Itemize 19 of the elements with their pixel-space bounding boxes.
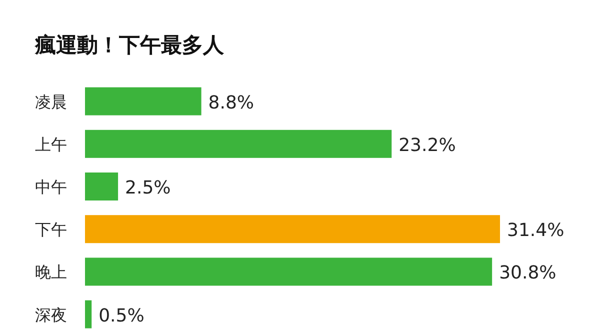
y-tick-label: 下午 [35,220,67,240]
chart-title: 瘋運動！下午最多人 [34,33,225,57]
y-tick-label: 深夜 [35,305,67,324]
data-label: 31.4% [507,220,564,242]
y-tick-label: 晚上 [35,262,67,282]
y-tick-label: 凌晨 [35,92,67,112]
y-tick-label: 上午 [35,134,67,154]
data-label: 0.5% [98,305,144,326]
y-tick-label: 中午 [35,178,67,196]
data-label: 23.2% [398,134,456,156]
data-label: 30.8% [499,262,556,284]
bar [85,215,500,244]
bar [85,172,118,200]
bar [85,258,492,286]
bar [85,87,202,116]
bar [85,300,92,328]
data-label: 2.5% [125,178,171,198]
bar [85,130,392,158]
data-label: 8.8% [208,92,254,114]
